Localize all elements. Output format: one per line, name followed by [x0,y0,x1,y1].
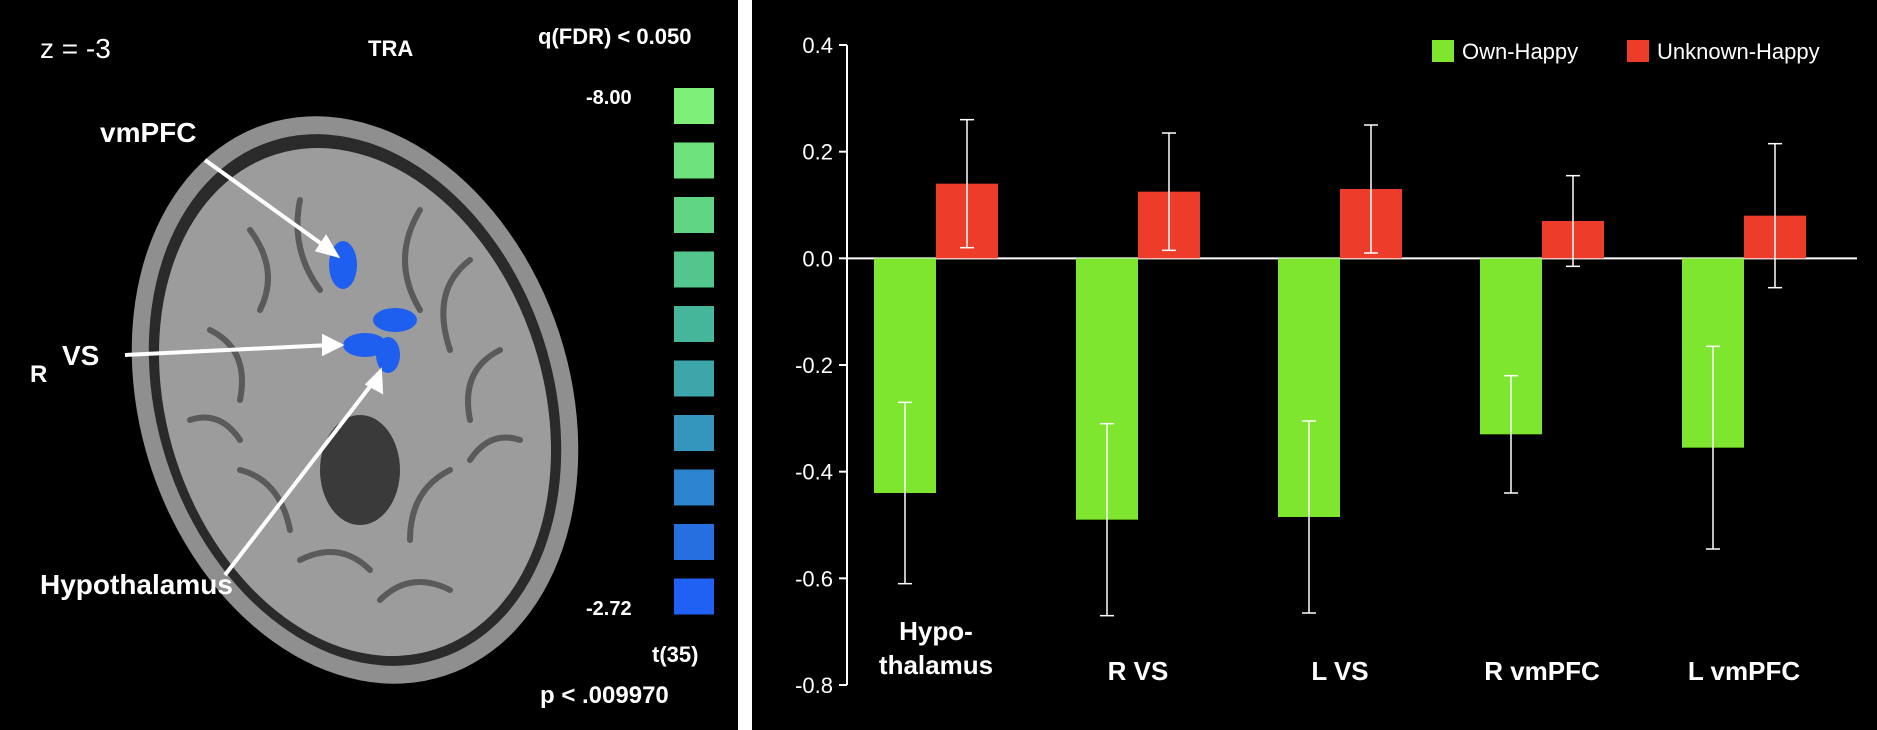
chart-labels: Hypo-thalamus R VS L VS R vmPFC L vmPFC [879,616,1800,686]
x-tick-label: R VS [1108,656,1169,686]
colorbar-swatch [674,469,714,506]
colorbar-swatch [674,578,714,615]
view-label: TRA [368,36,413,61]
colorbar [674,88,714,615]
bar-chart: 0.4 0.2 0.0 -0.2 -0.4 -0.6 -0.8 Hypo-thalamus R… [795,33,1857,698]
p-value-label: p < .009970 [540,682,669,709]
hypothalamus-activation [376,337,400,373]
colorbar-swatch [674,415,714,451]
y-tick-label: -0.8 [795,673,833,698]
colorbar-stat-label: t(35) [652,642,698,667]
brain-scan: z = -3 TRA q(FDR) < 0.050 R vmPFC VS Hyp… [30,24,714,709]
colorbar-max-label: -8.00 [586,87,632,109]
y-tick-label: -0.6 [795,566,833,591]
region-arrows [124,158,384,577]
legend-swatch [1432,40,1454,62]
vs-activation-right [343,333,387,357]
colorbar-swatch [674,306,714,342]
region-label-hypothalamus: Hypothalamus [40,569,233,600]
chart-legend: Own-Happy Unknown-Happy [1432,39,1820,64]
legend-label: Own-Happy [1462,39,1578,64]
brain-tissue [158,147,552,657]
y-tick-label: 0.4 [802,33,833,58]
colorbar-swatch [674,197,714,233]
vs-arrow [124,343,331,357]
colorbar-swatch [674,142,714,179]
chart-error-bars [898,118,1782,617]
colorbar-swatch [674,88,714,124]
x-tick-label: L vmPFC [1688,656,1800,686]
x-tick-label: R vmPFC [1484,656,1600,686]
colorbar-swatch [674,360,714,397]
legend-label: Unknown-Happy [1657,39,1820,64]
legend-swatch [1627,40,1649,62]
x-tick-label: Hypo-thalamus [879,616,993,680]
vs-activation-left [373,308,417,332]
bar-chart-panel: 0.4 0.2 0.0 -0.2 -0.4 -0.6 -0.8 Hypo-thalamus R… [752,0,1877,730]
y-tick-label: 0.2 [802,140,833,165]
slice-label: z = -3 [40,33,111,64]
hypothalamus-arrow [223,378,377,577]
threshold-label: q(FDR) < 0.050 [538,24,691,49]
region-label-vmpfc: vmPFC [100,117,196,148]
colorbar-swatch [674,251,714,288]
colorbar-swatch [674,524,714,560]
x-tick-label: L VS [1311,656,1368,686]
y-tick-label: -0.2 [795,353,833,378]
y-tick-label: -0.4 [795,460,833,485]
cortical-folds [187,197,523,603]
chart-bars [874,183,1806,520]
activation-clusters [329,241,417,373]
vmpfc-arrow [203,158,332,252]
region-label-vs: VS [62,340,99,371]
y-tick-label: 0.0 [802,246,833,271]
brain-image-panel: z = -3 TRA q(FDR) < 0.050 R vmPFC VS Hyp… [0,0,738,730]
side-label: R [30,361,47,388]
colorbar-min-label: -2.72 [586,598,632,620]
